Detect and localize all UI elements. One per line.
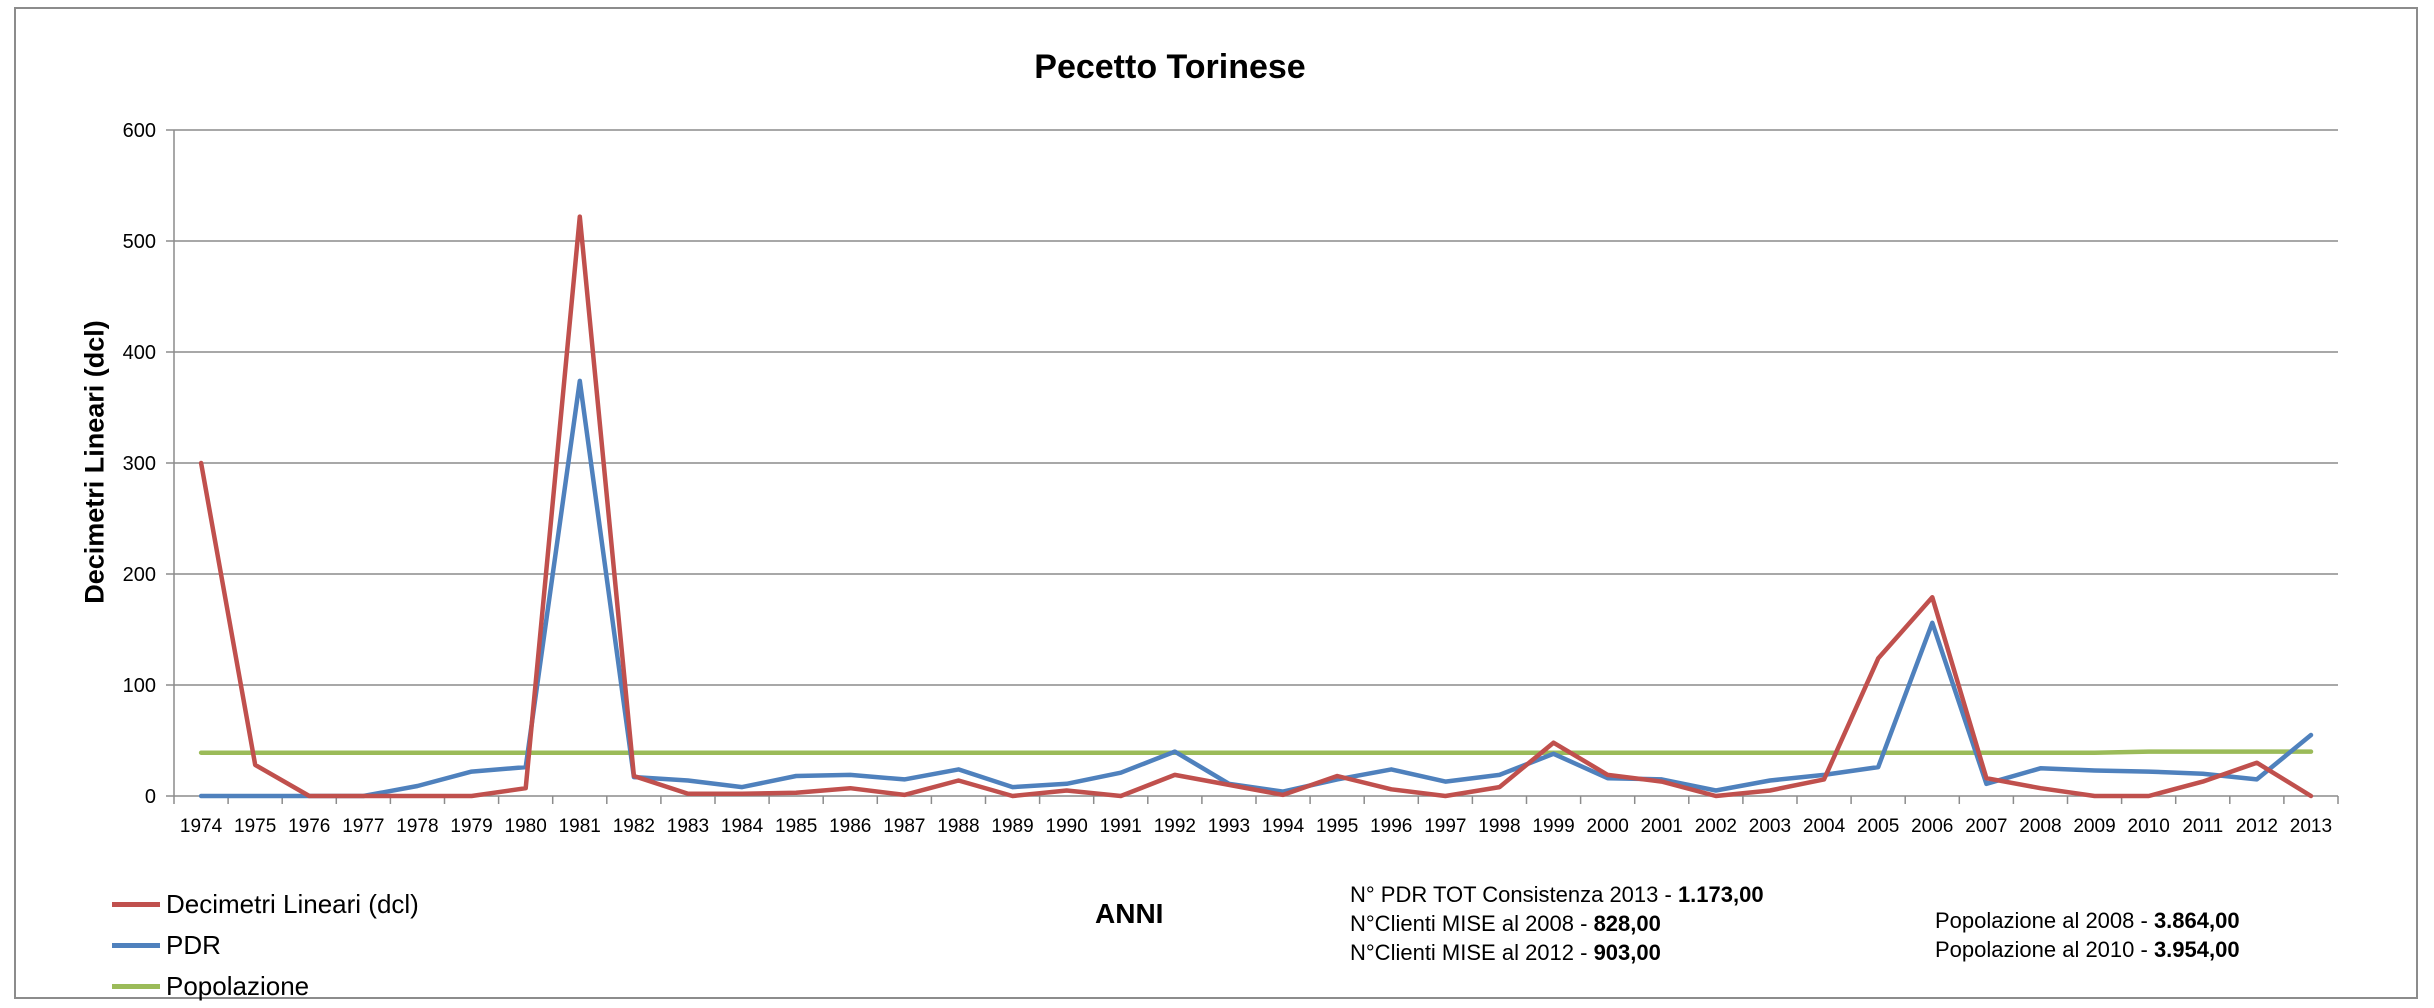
x-tick-label-1974: 1974 — [180, 816, 223, 837]
chart-frame — [14, 7, 2418, 999]
info-pdr-tot: N° PDR TOT Consistenza 2013 - 1.173,00 — [1350, 882, 1764, 908]
x-tick-label-1988: 1988 — [937, 816, 979, 837]
info-pop-2008: Popolazione al 2008 - 3.864,00 — [1935, 908, 2240, 934]
x-tick-label-2004: 2004 — [1803, 816, 1846, 837]
series-line-pdr — [198, 378, 2314, 799]
x-tick-label-2011: 2011 — [2182, 816, 2223, 837]
x-tick-label-2000: 2000 — [1587, 816, 1629, 837]
info-clienti-2012-label: N°Clienti MISE al 2012 - — [1350, 940, 1594, 965]
info-clienti-2008: N°Clienti MISE al 2008 - 828,00 — [1350, 911, 1661, 937]
x-tick-label-1976: 1976 — [288, 816, 330, 837]
x-tick-label-1996: 1996 — [1370, 816, 1412, 837]
series-line-decimetri-lineari-dcl — [198, 214, 2314, 799]
legend-swatch-dcl — [112, 901, 160, 907]
legend-item-dcl: Decimetri Lineari (dcl) — [112, 884, 419, 924]
y-tick-label-300: 300 — [123, 453, 156, 475]
info-pop-2008-label: Popolazione al 2008 - — [1935, 908, 2154, 933]
x-tick-label-1998: 1998 — [1478, 816, 1520, 837]
x-tick-label-2006: 2006 — [1911, 816, 1953, 837]
x-tick-label-1989: 1989 — [991, 816, 1033, 837]
y-tick-label-400: 400 — [123, 342, 156, 364]
legend-swatch-pdr — [112, 942, 160, 948]
legend-item-popolazione: Popolazione — [112, 966, 309, 1006]
info-pop-2010-label: Popolazione al 2010 - — [1935, 937, 2154, 962]
y-tick-label-0: 0 — [145, 786, 156, 808]
legend-label-popolazione: Popolazione — [166, 970, 310, 1001]
x-tick-label-1979: 1979 — [450, 816, 492, 837]
x-tick-label-1982: 1982 — [613, 816, 655, 837]
x-tick-label-1980: 1980 — [505, 816, 547, 837]
legend-label-dcl: Decimetri Lineari (dcl) — [166, 888, 419, 919]
info-pdr-tot-value: 1.173,00 — [1677, 882, 1764, 907]
x-tick-label-1992: 1992 — [1154, 816, 1196, 837]
y-tick-label-100: 100 — [123, 675, 156, 697]
x-tick-label-2012: 2012 — [2236, 816, 2278, 837]
x-axis-title: ANNI — [1095, 898, 1164, 929]
chart-title: Pecetto Torinese — [1034, 48, 1306, 86]
x-tick-label-1983: 1983 — [667, 816, 709, 837]
x-tick-label-1981: 1981 — [559, 816, 601, 837]
x-tick-label-1986: 1986 — [829, 816, 871, 837]
info-clienti-2012: N°Clienti MISE al 2012 - 903,00 — [1350, 940, 1661, 966]
x-tick-label-2009: 2009 — [2073, 816, 2115, 837]
series-line-popolazione — [198, 749, 2314, 755]
x-tick-label-1977: 1977 — [342, 816, 384, 837]
legend-label-pdr: PDR — [166, 929, 221, 960]
info-clienti-2012-value: 903,00 — [1593, 940, 1661, 965]
x-tick-label-1978: 1978 — [396, 816, 438, 837]
x-tick-label-2001: 2001 — [1641, 816, 1683, 837]
x-tick-label-1993: 1993 — [1208, 816, 1250, 837]
x-tick-label-2002: 2002 — [1695, 816, 1737, 837]
x-tick-label-2010: 2010 — [2128, 816, 2170, 837]
x-tick-label-1985: 1985 — [775, 816, 817, 837]
x-tick-label-2013: 2013 — [2290, 816, 2332, 837]
x-tick-label-1995: 1995 — [1316, 816, 1358, 837]
info-pop-2008-value: 3.864,00 — [2153, 908, 2240, 933]
y-tick-label-500: 500 — [123, 231, 156, 253]
y-tick-label-200: 200 — [123, 564, 156, 586]
info-pdr-tot-label: N° PDR TOT Consistenza 2013 - — [1350, 882, 1678, 907]
info-pop-2010-value: 3.954,00 — [2153, 937, 2240, 962]
info-pop-2010: Popolazione al 2010 - 3.954,00 — [1935, 937, 2240, 963]
x-tick-label-1994: 1994 — [1262, 816, 1305, 837]
x-tick-label-2008: 2008 — [2019, 816, 2061, 837]
x-tick-label-2003: 2003 — [1749, 816, 1791, 837]
x-tick-label-1984: 1984 — [721, 816, 764, 837]
x-tick-label-1997: 1997 — [1424, 816, 1466, 837]
x-tick-label-2005: 2005 — [1857, 816, 1899, 837]
y-tick-label-600: 600 — [123, 120, 156, 142]
y-axis-title: Decimetri Lineari (dcl) — [79, 320, 110, 604]
x-tick-label-2007: 2007 — [1965, 816, 2007, 837]
legend-swatch-popolazione — [112, 983, 160, 989]
legend-item-pdr: PDR — [112, 925, 221, 965]
x-tick-label-1987: 1987 — [883, 816, 925, 837]
info-clienti-2008-value: 828,00 — [1593, 911, 1661, 936]
info-clienti-2008-label: N°Clienti MISE al 2008 - — [1350, 911, 1594, 936]
x-tick-label-1975: 1975 — [234, 816, 276, 837]
x-tick-label-1999: 1999 — [1532, 816, 1574, 837]
x-tick-label-1990: 1990 — [1046, 816, 1088, 837]
x-tick-label-1991: 1991 — [1100, 816, 1142, 837]
